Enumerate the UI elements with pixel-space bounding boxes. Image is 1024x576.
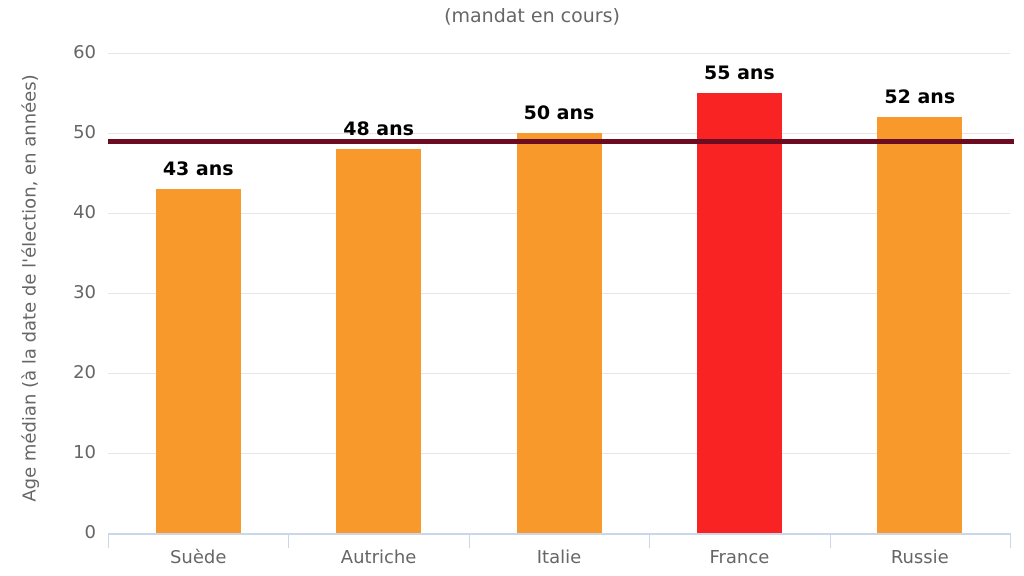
- x-category-label: France: [709, 547, 770, 568]
- x-tick: [649, 533, 651, 548]
- y-tick-label: 50: [73, 122, 96, 143]
- y-tick-label: 30: [73, 282, 96, 303]
- x-tick: [468, 533, 470, 548]
- bar-value-label: 48 ans: [343, 118, 414, 140]
- bar-france: [696, 93, 782, 533]
- chart-subtitle: (mandat en cours): [444, 5, 620, 27]
- x-category-label: Autriche: [340, 547, 417, 568]
- x-axis-line: [108, 533, 1010, 535]
- x-tick: [829, 533, 831, 548]
- y-tick-label: 20: [73, 362, 96, 383]
- reference-line: [108, 138, 1014, 144]
- y-tick-label: 60: [73, 42, 96, 63]
- bar-value-label: 55 ans: [704, 62, 775, 84]
- y-axis-title: Age médian (à la date de l'élection, en …: [19, 74, 41, 502]
- gridline: [108, 52, 1010, 54]
- bar-suede: [155, 189, 241, 533]
- bar-russie: [877, 117, 963, 533]
- bar-italie: [516, 133, 602, 533]
- x-category-label: Suède: [169, 547, 227, 568]
- y-tick-label: 40: [73, 202, 96, 223]
- y-tick-label: 0: [84, 522, 96, 543]
- x-tick: [288, 533, 290, 548]
- x-category-label: Italie: [536, 547, 582, 568]
- x-category-label: Russie: [890, 547, 949, 568]
- bar-value-label: 43 ans: [162, 158, 234, 180]
- bar-value-label: 52 ans: [884, 86, 956, 108]
- x-tick: [1010, 533, 1011, 548]
- y-tick-label: 10: [73, 442, 96, 463]
- x-tick: [108, 533, 109, 548]
- bar-autriche: [336, 149, 422, 533]
- bar-value-label: 50 ans: [523, 102, 595, 124]
